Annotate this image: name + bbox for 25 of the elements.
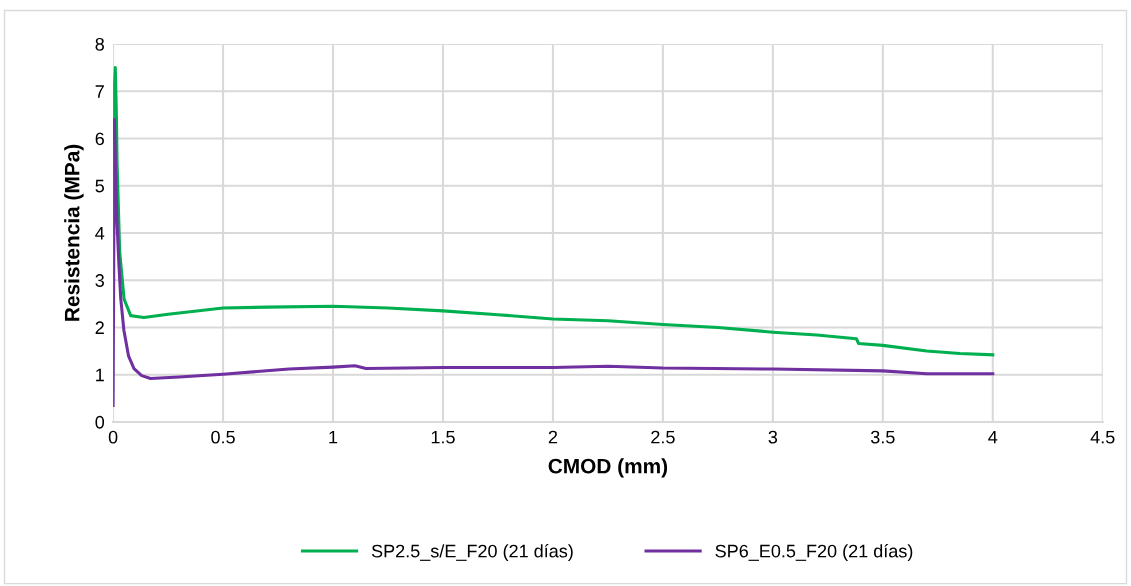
line-series xyxy=(113,66,995,357)
x-tick-label: 4.5 xyxy=(1090,430,1115,444)
y-tick-label: 0 xyxy=(95,415,105,429)
x-tick-label: 3 xyxy=(768,430,778,444)
y-tick-label: 1 xyxy=(96,368,104,382)
x-tick-label: 1 xyxy=(329,430,338,444)
legend-label: SP6_E0.5_F20 (21 días) xyxy=(715,543,913,562)
x-tick-label: 0 xyxy=(108,430,118,444)
y-tick-label: 4 xyxy=(95,227,105,240)
x-tick-label: 4 xyxy=(988,430,998,444)
x-axis-title: CMOD (mm) xyxy=(548,458,668,478)
y-tick-label: 7 xyxy=(95,85,104,98)
y-tick-label: 2 xyxy=(95,321,104,334)
x-tick-label: 2.5 xyxy=(651,430,675,444)
y-tick-label: 5 xyxy=(95,179,105,193)
x-tick-label: 2 xyxy=(548,430,558,444)
legend-label: SP2.5_s/E_F20 (21 días) xyxy=(371,543,573,562)
line-series xyxy=(113,118,995,407)
y-tick-label: 8 xyxy=(95,37,104,51)
x-tick-label: 0.5 xyxy=(211,430,235,444)
y-tick-label: 6 xyxy=(95,132,104,146)
x-tick-label: 3.5 xyxy=(870,430,895,444)
y-axis-title: Resistencia (MPa) xyxy=(64,144,84,321)
x-tick-label: 1.5 xyxy=(431,430,455,444)
y-tick-label: 3 xyxy=(95,274,104,287)
